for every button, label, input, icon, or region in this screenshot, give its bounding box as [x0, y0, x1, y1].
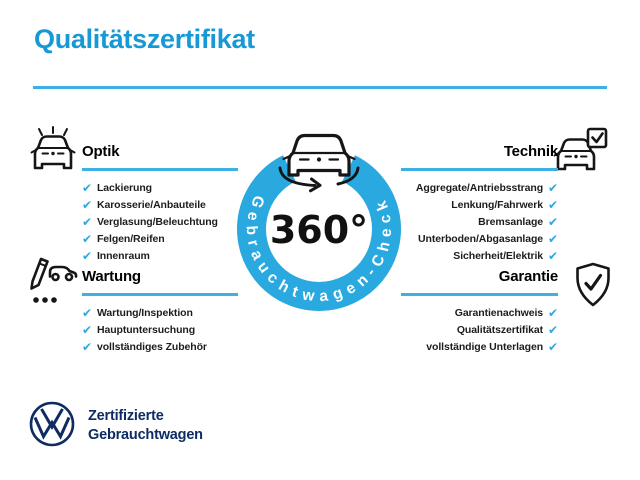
- checklist-item-label: Lenkung/Fahrwerk: [451, 199, 544, 211]
- check-icon: ✔: [82, 181, 92, 195]
- check-icon: ✔: [548, 306, 558, 320]
- check-icon: ✔: [82, 198, 92, 212]
- checklist-item: ✔ Qualitätszertifikat: [401, 322, 558, 339]
- checklist-item: ✔ Felgen/Reifen: [82, 231, 238, 248]
- checklist-item-label: Hauptuntersuchung: [96, 324, 196, 336]
- checklist-item: ✔ Hauptuntersuchung: [82, 322, 238, 339]
- checklist-item-label: Wartung/Inspektion: [96, 307, 193, 319]
- brand-claim-line2: Gebrauchtwagen: [88, 427, 203, 443]
- check-icon: ✔: [82, 323, 92, 337]
- check-icon: ✔: [548, 215, 558, 229]
- checklist-item-label: Garantienachweis: [454, 307, 544, 319]
- checklist-wartung: ✔ Wartung/Inspektion ✔ Hauptuntersuchung…: [82, 305, 238, 356]
- section-garantie: Garantie ✔ Garantienachweis ✔ Qualitätsz…: [401, 267, 558, 356]
- page-title: Qualitätszertifikat: [34, 24, 255, 54]
- check-icon: ✔: [548, 198, 558, 212]
- checklist-garantie: ✔ Garantienachweis ✔ Qualitätszertifikat…: [401, 305, 558, 356]
- section-underline: [82, 168, 238, 171]
- section-optik: Optik ✔ Lackierung ✔ Karosserie/Anbautei…: [82, 142, 238, 265]
- check-icon: ✔: [82, 232, 92, 246]
- check-icon: ✔: [82, 249, 92, 263]
- section-title-optik: Optik: [82, 143, 120, 160]
- check-icon: ✔: [548, 181, 558, 195]
- checklist-item-label: Verglasung/Beleuchtung: [96, 216, 218, 228]
- shiny-car-icon: [28, 126, 78, 172]
- section-title-garantie: Garantie: [498, 268, 558, 285]
- checklist-item-label: Innenraum: [96, 250, 150, 262]
- checklist-item: ✔ vollständiges Zubehör: [82, 339, 238, 356]
- checklist-technik: ✔ Aggregate/Antriebsstrang ✔ Lenkung/Fah…: [401, 180, 558, 265]
- section-underline: [401, 293, 558, 296]
- check-icon: ✔: [82, 215, 92, 229]
- checklist-item-label: Lackierung: [96, 182, 152, 194]
- header-divider: [33, 86, 607, 89]
- section-wartung: Wartung ✔ Wartung/Inspektion ✔ Hauptunte…: [82, 267, 238, 356]
- brand-claim: Zertifizierte Gebrauchtwagen: [88, 407, 203, 445]
- checklist-item: ✔ Wartung/Inspektion: [82, 305, 238, 322]
- section-underline: [401, 168, 558, 171]
- checklist-item-label: Karosserie/Anbauteile: [96, 199, 206, 211]
- degree-label: 360°: [270, 208, 368, 252]
- checklist-item: ✔ Aggregate/Antriebsstrang: [401, 180, 558, 197]
- checklist-item-label: vollständige Unterlagen: [426, 341, 544, 353]
- checklist-item-label: Sicherheit/Elektrik: [453, 250, 544, 262]
- check-icon: ✔: [548, 340, 558, 354]
- checklist-item: ✔ Bremsanlage: [401, 214, 558, 231]
- check-icon: ✔: [82, 340, 92, 354]
- checklist-optik: ✔ Lackierung ✔ Karosserie/Anbauteile ✔ V…: [82, 180, 238, 265]
- checklist-item: ✔ Lenkung/Fahrwerk: [401, 197, 558, 214]
- checklist-item: ✔ Innenraum: [82, 248, 238, 265]
- section-title-wartung: Wartung: [82, 268, 141, 285]
- checklist-item-label: Aggregate/Antriebsstrang: [415, 182, 544, 194]
- pencil-car-icon: [26, 254, 78, 308]
- center-360-ring: 360° Gebrauchtwagen-Check: [219, 118, 419, 335]
- section-title-technik: Technik: [503, 143, 558, 160]
- checklist-item: ✔ vollständige Unterlagen: [401, 339, 558, 356]
- checklist-item-label: vollständiges Zubehör: [96, 341, 207, 353]
- check-icon: ✔: [82, 306, 92, 320]
- ring-shape: [237, 155, 401, 311]
- section-underline: [82, 293, 238, 296]
- checklist-item: ✔ Verglasung/Beleuchtung: [82, 214, 238, 231]
- checklist-item-label: Unterboden/Abgasanlage: [418, 233, 544, 245]
- checklist-item-label: Qualitätszertifikat: [456, 324, 544, 336]
- car-360-rotation-icon: [278, 133, 360, 193]
- car-checkbox-icon: [553, 127, 609, 173]
- brand-claim-line1: Zertifizierte: [88, 408, 164, 424]
- checklist-item: ✔ Lackierung: [82, 180, 238, 197]
- check-icon: ✔: [548, 323, 558, 337]
- checklist-item: ✔ Garantienachweis: [401, 305, 558, 322]
- checklist-item: ✔ Karosserie/Anbauteile: [82, 197, 238, 214]
- vw-logo: [29, 401, 75, 447]
- checklist-item-label: Felgen/Reifen: [96, 233, 165, 245]
- checklist-item-label: Bremsanlage: [478, 216, 544, 228]
- check-icon: ✔: [548, 232, 558, 246]
- checklist-item: ✔ Unterboden/Abgasanlage: [401, 231, 558, 248]
- check-icon: ✔: [548, 249, 558, 263]
- section-technik: Technik ✔ Aggregate/Antriebsstrang ✔ Len…: [401, 142, 558, 265]
- checklist-item: ✔ Sicherheit/Elektrik: [401, 248, 558, 265]
- shield-check-icon: [572, 261, 614, 309]
